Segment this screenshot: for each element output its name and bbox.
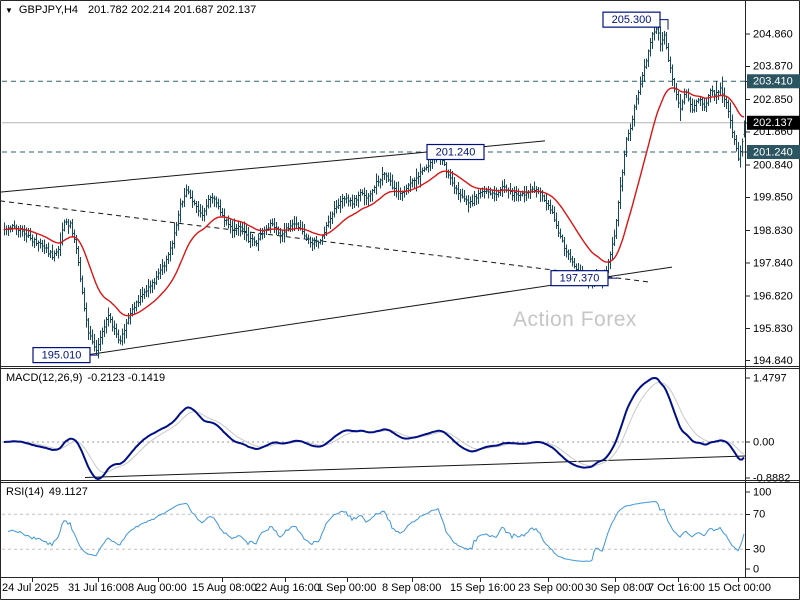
- time-axis-label: 7 Oct 16:00: [648, 582, 705, 594]
- time-axis-label: 15 Oct 00:00: [708, 582, 771, 594]
- macd-line: [3, 377, 745, 480]
- price-axis-label: 202.137: [753, 117, 793, 129]
- ma-line[interactable]: [3, 87, 745, 317]
- symbol-timeframe-label: GBPJPY,H4: [18, 4, 79, 16]
- time-axis-label: 23 Sep 00:00: [518, 582, 584, 594]
- svg-text:197.370: 197.370: [560, 273, 600, 285]
- price-axis[interactable]: 204.860 203.870 203.410 202.850 202.137201.8…: [745, 28, 800, 575]
- rsi-axis-label: 70: [753, 509, 765, 521]
- rsi-axis-label: 0: [753, 563, 759, 575]
- price-axis-label: 201.860: [753, 126, 793, 138]
- rsi-line: [7, 501, 745, 562]
- macd-axis-label: 0.00: [753, 436, 774, 448]
- rsi-axis-label: 30: [753, 544, 765, 556]
- symbol-dropdown-icon[interactable]: ▼: [5, 5, 13, 15]
- price-level-label: 195.010: [32, 347, 99, 364]
- rsi-name: RSI(14): [6, 486, 44, 498]
- price-axis-label: 202.850: [753, 94, 793, 106]
- price-axis-label: 200.840: [753, 159, 793, 171]
- price-axis-label: 203.870: [753, 61, 793, 73]
- price-axis-label: 204.860: [753, 28, 793, 40]
- ohlc-bars: [3, 19, 746, 359]
- time-axis-label: 31 Jul 16:00: [68, 582, 128, 594]
- macd-axis-label: 1.4797: [753, 372, 787, 384]
- price-axis-label: 198.830: [753, 225, 793, 237]
- time-axis-label: 30 Sep 08:00: [585, 582, 651, 594]
- macd-axis-label: -0.8882: [753, 472, 790, 484]
- price-axis-label: 201.240: [753, 146, 793, 158]
- macd-name: MACD(12,26,9): [6, 372, 83, 384]
- time-axis-label: 24 Jul 2025: [2, 582, 59, 594]
- macd-values: -0.2123 -0.1419: [87, 372, 166, 384]
- svg-text:201.240: 201.240: [436, 146, 476, 158]
- time-axis-label: 8 Aug 00:00: [128, 582, 187, 594]
- price-axis-label: 194.840: [753, 355, 793, 367]
- price-panel-decorations: [0, 80, 745, 356]
- price-level-label: 201.240: [426, 143, 485, 161]
- price-axis-label: 203.410: [753, 76, 793, 88]
- time-axis-label: 8 Sep 08:00: [382, 582, 442, 594]
- trendline[interactable]: [0, 200, 651, 283]
- price-level-label: 197.370: [550, 270, 617, 287]
- macd-trendline[interactable]: [84, 455, 746, 478]
- rsi-indicator-label: RSI(14) 49.1127: [6, 486, 93, 498]
- time-axis-label: 1 Sep 00:00: [317, 582, 377, 594]
- svg-text:205.300: 205.300: [612, 14, 652, 26]
- price-level-label: 205.300: [602, 11, 669, 30]
- ohlc-values-label: 201.782 202.214 201.687 202.137: [88, 4, 257, 16]
- chart-title: ▼ GBPJPY,H4 201.782 202.214 201.687 202.…: [5, 4, 256, 16]
- price-axis-label: 195.830: [753, 323, 793, 335]
- price-axis-label: 199.850: [753, 192, 793, 204]
- time-axis-label: 15 Aug 08:00: [192, 582, 257, 594]
- rsi-value: 49.1127: [48, 486, 88, 498]
- price-axis-label: 197.840: [753, 257, 793, 269]
- time-axis-label: 22 Aug 16:00: [255, 582, 320, 594]
- time-axis-label: 15 Sep 16:00: [450, 582, 516, 594]
- macd-indicator-label: MACD(12,26,9) -0.2123 -0.1419: [6, 372, 170, 384]
- price-axis-label: 196.820: [753, 291, 793, 303]
- watermark: Action Forex: [513, 308, 637, 331]
- svg-text:195.010: 195.010: [42, 350, 82, 362]
- rsi-axis-label: 100: [753, 486, 771, 498]
